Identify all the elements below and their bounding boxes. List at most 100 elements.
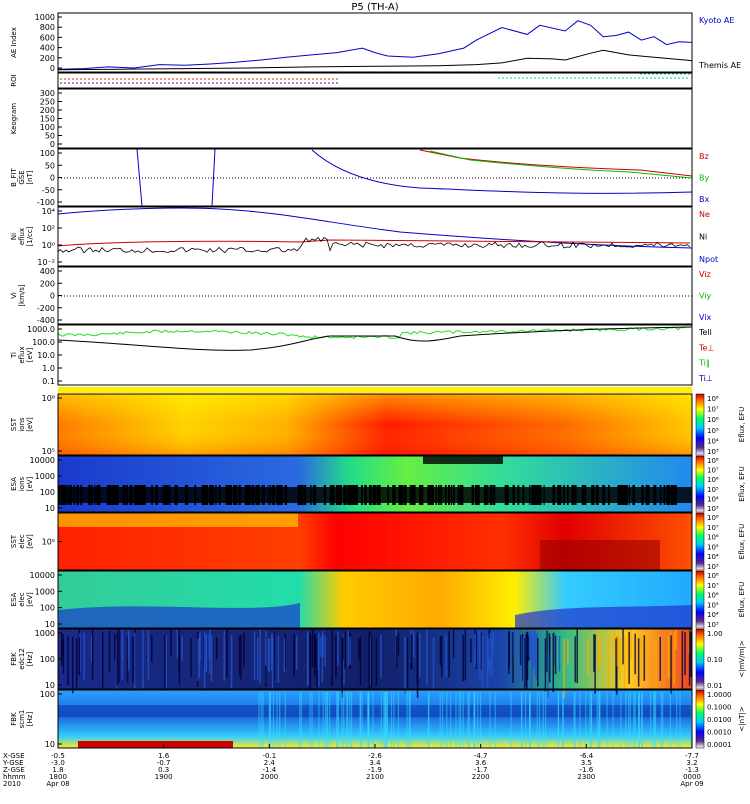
legend-ti: Te⊥	[698, 343, 714, 352]
colorbar-tick: 0.01	[707, 682, 723, 690]
fbk-edc12-stripe	[369, 635, 371, 686]
fbk-edc12-stripe	[257, 637, 259, 681]
fbk-edc12-stripe	[342, 637, 344, 661]
time-axis-value: 3.6	[475, 759, 487, 767]
colorbar-tick: 10⁷	[707, 524, 719, 532]
fbk-edc12-stripe	[397, 632, 400, 656]
fbk-edc12-stripe	[519, 635, 522, 666]
fbk-scm1-stripe	[258, 692, 260, 748]
y-tick-label-bfit: -100	[37, 198, 55, 207]
fbk-edc12-stripe	[487, 638, 490, 669]
legend-ni: Npot	[699, 255, 718, 264]
fbk-edc12-stripe	[128, 630, 130, 672]
y-tick-label-fbk_e: 100	[40, 655, 55, 664]
fbk-edc12-stripe	[358, 638, 360, 661]
colorbar-tick: 10⁶	[707, 534, 719, 542]
fbk-edc12-stripe	[410, 634, 413, 670]
fbk-scm1-band	[58, 705, 692, 717]
fbk-edc12-stripe	[178, 637, 181, 686]
legend-bfit: By	[699, 174, 709, 183]
fbk-edc12-stripe	[567, 638, 569, 666]
y-tick-label-vi: -200	[37, 304, 55, 313]
fbk-edc12-stripe	[359, 636, 362, 686]
fbk-scm1-stripe	[489, 692, 491, 748]
colorbar-tick: 10⁴	[707, 495, 719, 503]
y-axis-label-vi: Vi	[10, 292, 18, 299]
fbk-edc12-stripe	[452, 629, 455, 658]
ti-tell-line	[57, 326, 693, 351]
ae-series-kyoto	[57, 20, 693, 70]
y-axis-label-bfit: B_FIT	[10, 167, 18, 186]
colorbar-tick: 10⁶	[707, 416, 719, 424]
fbk-scm1-stripe	[359, 692, 362, 748]
fbk-scm1-stripe	[361, 692, 363, 748]
fbk-edc12-stripe	[681, 631, 684, 691]
fbk-edc12-stripe	[147, 630, 150, 681]
fbk-edc12-stripe	[659, 636, 662, 681]
fbk-edc12-stripe	[113, 633, 116, 660]
fbk-edc12-stripe	[90, 635, 93, 663]
y-axis-label-ti: Ti	[10, 352, 18, 359]
legend-vi: Vix	[699, 313, 712, 322]
colorbar-tick: 10⁸	[707, 457, 719, 465]
fbk-edc12-stripe	[337, 631, 339, 666]
fbk-edc12-stripe	[118, 629, 120, 683]
fbk-edc12-stripe	[594, 634, 596, 694]
fbk-scm1-stripe	[408, 692, 410, 748]
colorbar-label-fbk_e: <|mV/m|>	[738, 640, 746, 677]
esa-elec-low-band	[58, 603, 300, 628]
fbk-scm1-stripe	[653, 692, 655, 748]
y-tick-label-bfit: 50	[45, 161, 55, 170]
fbk-edc12-stripe	[165, 635, 168, 691]
time-axis-value: 2300	[577, 773, 595, 781]
colorbar-tick: 10⁵	[707, 486, 719, 494]
colorbar-tick: 10⁷	[707, 406, 719, 414]
y-tick-label-esa_i: 10	[45, 504, 55, 513]
y-tick-label-keogram: 300	[40, 89, 55, 98]
fbk-edc12-stripe	[293, 633, 295, 677]
bfit-bx-spike	[211, 148, 216, 207]
fbk-scm1-stripe	[633, 692, 635, 748]
fbk-edc12-stripe	[318, 632, 320, 687]
fbk-edc12-stripe	[67, 635, 69, 685]
fbk-edc12-stripe	[462, 634, 464, 682]
y-tick-label-ti: 1000.0	[27, 325, 55, 334]
line-layer	[57, 20, 693, 351]
fbk-edc12-stripe	[341, 637, 343, 698]
fbk-scm1-stripe	[272, 692, 275, 748]
colorbar-label-fbk_b: <|nT|>	[738, 706, 746, 731]
fbk-edc12-stripe	[150, 634, 153, 663]
time-axis-value: 3.4	[369, 759, 381, 767]
y-tick-label-keogram: 50	[45, 132, 55, 141]
fbk-scm1-stripe	[462, 692, 464, 748]
fbk-edc12-stripe	[164, 634, 166, 689]
fbk-scm1-stripe	[380, 692, 382, 748]
fbk-edc12-stripe	[419, 632, 421, 678]
fbk-edc12-stripe	[547, 638, 549, 698]
fbk-edc12-stripe	[628, 632, 630, 685]
fbk-edc12-stripe	[486, 635, 489, 690]
fbk-edc12-stripe	[617, 634, 620, 671]
y-tick-label-ae: 400	[40, 44, 55, 53]
fbk-scm1-stripe	[367, 692, 369, 748]
colorbar-tick: 10⁸	[707, 572, 719, 580]
fbk-edc12-stripe	[647, 629, 649, 655]
y-tick-label-esa_i: 10000	[30, 456, 55, 465]
spectrogram-layer	[58, 387, 693, 748]
y-axis-label-fbk_e: FBK	[10, 652, 18, 666]
fbk-scm1-stripe	[544, 692, 547, 748]
fbk-edc12-stripe	[259, 629, 261, 684]
fbk-scm1-stripe	[479, 692, 482, 748]
fbk-edc12-stripe	[526, 631, 529, 663]
fbk-scm1-stripe	[562, 692, 564, 748]
fbk-scm1-stripe	[427, 692, 430, 748]
ni-ne-line	[57, 239, 691, 247]
y-tick-label-fbk_b: 10	[45, 740, 55, 749]
fbk-edc12-stripe	[314, 634, 317, 669]
y-axis-label-roi: ROI	[10, 74, 18, 86]
fbk-scm1-stripe	[343, 692, 345, 748]
legend-ae: Themis AE	[698, 61, 741, 70]
fbk-edc12-stripe	[593, 634, 595, 672]
fbk-edc12-stripe	[102, 632, 104, 688]
time-axis-value: 3.5	[581, 759, 592, 767]
